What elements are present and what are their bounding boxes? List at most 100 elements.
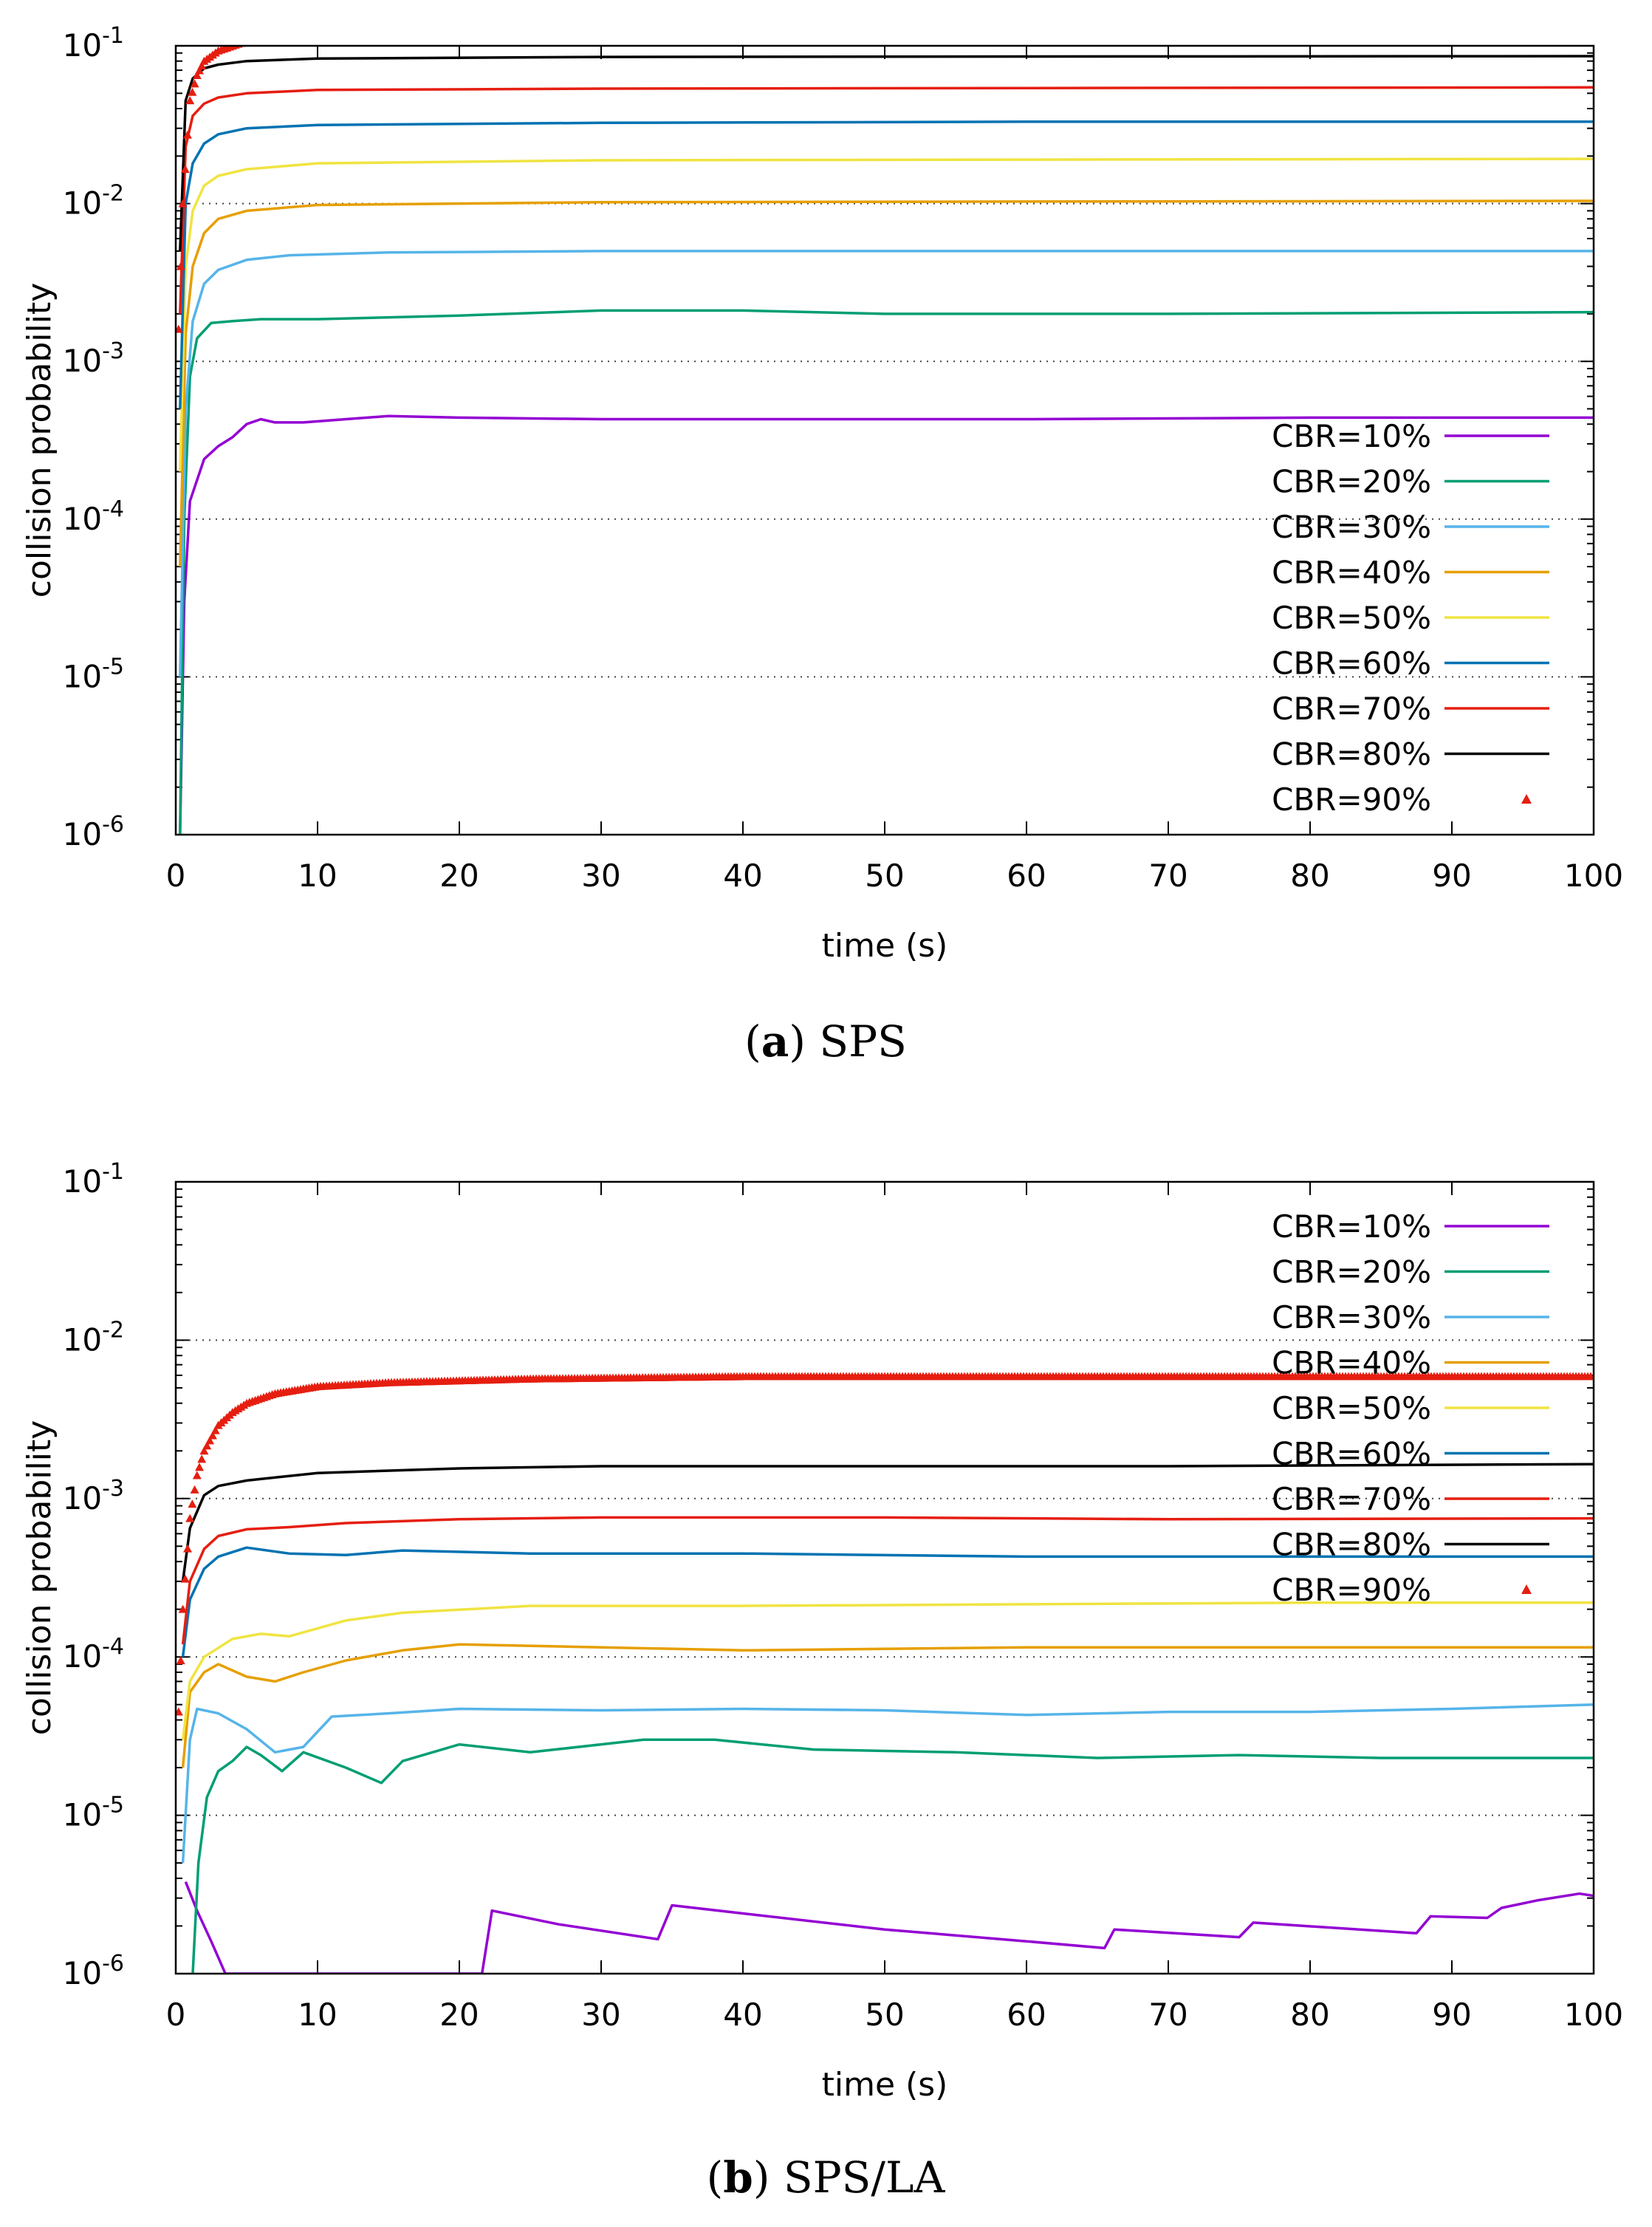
data-point [821,23,830,31]
data-point [1010,23,1019,31]
data-point [1447,22,1456,30]
data-point [741,24,750,32]
data-point [1427,22,1436,30]
data-point [990,23,998,31]
data-point [774,24,783,32]
data-point [1326,22,1335,30]
data-point [1498,22,1507,30]
series-line [181,1703,1594,1864]
data-point [998,23,1007,31]
data-point [242,37,251,45]
data-point [845,23,854,31]
data-point [995,23,1004,31]
data-point [176,261,185,270]
data-point [709,24,718,32]
data-point [925,23,933,31]
data-point [1108,22,1117,30]
data-point [1344,22,1353,30]
series-line [179,250,1594,677]
series-line [191,1738,1594,1974]
data-point [936,23,945,31]
data-point [1220,22,1229,30]
data-point [253,35,262,44]
data-point [1131,22,1140,30]
legend-label: CBR=80% [1272,736,1431,773]
data-point [1303,22,1312,30]
legend-label: CBR=30% [1272,1299,1431,1335]
data-point [555,24,564,33]
legend-label: CBR=90% [1272,781,1431,818]
panel-a: 10-6 10-5 10-4 10-3 10-2 10-1 0 10 20 30 40 50 60 70 8… [21,22,1623,1067]
data-point [1388,22,1397,30]
data-point [307,30,316,38]
data-point [1444,22,1453,30]
data-point [626,24,635,33]
data-point [1515,22,1524,30]
data-point [703,24,712,32]
data-point [960,23,969,31]
series-line [179,414,1594,835]
data-point [417,26,426,34]
data-point [1521,22,1530,30]
data-point [644,24,653,32]
data-point [1439,22,1447,30]
data-point [933,23,942,31]
data-point [564,24,573,33]
data-point [1043,23,1052,31]
data-point [1583,22,1592,30]
data-point [302,30,311,38]
data-point [344,27,353,35]
data-point [322,29,331,37]
data-point [1385,22,1394,30]
data-point [1456,22,1465,30]
data-point [1306,22,1315,30]
x-tick-label: 60 [1007,858,1046,894]
data-point [400,27,408,35]
data-point [1120,22,1128,30]
data-point [963,23,972,31]
data-point [185,96,195,105]
series-line [179,55,1594,251]
data-point [892,23,901,31]
data-point [1551,22,1560,30]
data-point [1563,22,1572,30]
data-point [1315,22,1323,30]
legend-marker [1521,1584,1532,1594]
data-point [514,24,523,33]
data-point [1291,22,1300,30]
data-point [1182,22,1190,30]
data-point [727,24,736,32]
legend-label: CBR=60% [1272,1436,1431,1472]
data-point [1297,22,1306,30]
data-point [1190,22,1199,30]
y-axis-label: collision probability [21,1420,58,1736]
data-point [907,23,916,31]
data-point [1176,22,1185,30]
data-point [863,23,871,31]
data-point [901,23,910,31]
data-point [388,27,397,35]
data-point [1548,22,1557,30]
data-point [1566,22,1574,30]
data-point [327,29,336,37]
data-point [1436,22,1444,30]
data-point [1424,22,1433,30]
data-point [1465,22,1474,30]
data-point [919,23,928,31]
data-point [1143,22,1152,30]
data-point [629,24,638,32]
data-point [265,33,274,41]
data-point [1049,23,1058,31]
data-point [883,23,892,31]
data-point [405,26,414,34]
data-point [538,24,546,33]
data-point [721,24,730,32]
data-point [446,25,455,33]
data-point [523,24,532,33]
data-point [1288,22,1297,30]
data-point [508,24,517,33]
data-point [383,27,391,35]
legend: CBR=10% CBR=20% CBR=30% CBR=40% CBR=50% CBR=6… [1272,1208,1549,1608]
data-point [682,24,691,32]
data-point [1560,22,1569,30]
